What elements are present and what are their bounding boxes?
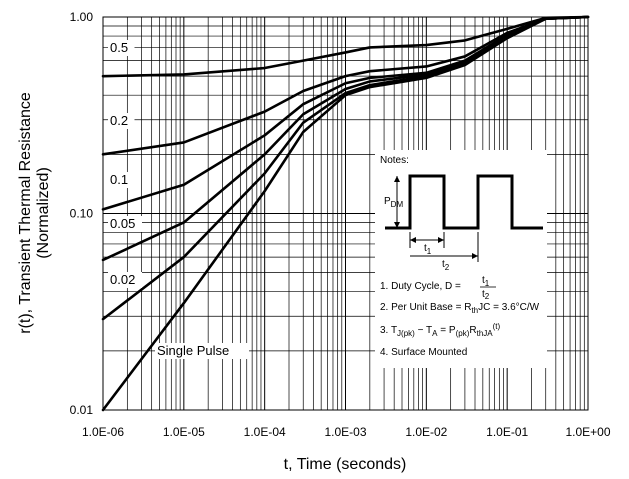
y-axis-label-units: (Normalized) (35, 167, 52, 259)
plot-frame (102, 16, 589, 411)
t1-label: t1 (424, 243, 432, 256)
series-label: 0.05 (110, 216, 135, 231)
note-per-unit-base: 2. Per Unit Base = RthJC = 3.6°C/W (380, 302, 540, 315)
series-lines (101, 15, 590, 412)
t2-label: t2 (442, 259, 450, 272)
series-label-background (108, 216, 142, 232)
x-tick-label: 1.0E-06 (82, 425, 124, 439)
series-label-background (108, 172, 135, 188)
y-tick-label: 1.00 (70, 10, 94, 24)
note-duty-denominator: t2 (482, 289, 490, 301)
notes-title: Notes: (380, 155, 409, 166)
series-label-background (108, 272, 142, 288)
y-axis-label: r(t), Transient Thermal Resistance (17, 92, 34, 334)
notes-inset: Notes: PDM t1 t2 1. Duty Cycle, D = t1 t… (375, 150, 547, 368)
pulse-waveform (385, 174, 543, 230)
x-tick-label: 1.0E-01 (486, 425, 528, 439)
note-duty-cycle: 1. Duty Cycle, D = (380, 281, 461, 292)
series-label: 0.1 (110, 172, 128, 187)
note-duty-numerator: t1 (482, 275, 490, 288)
x-tick-label: 1.0E-02 (405, 425, 447, 439)
series-label: 0.02 (110, 272, 135, 287)
series-label: 0.5 (110, 40, 128, 55)
x-tick-labels: 1.0E-06 1.0E-05 1.0E-04 1.0E-03 1.0E-02 1.0E-… (82, 425, 611, 439)
x-axis-label: t, Time (seconds) (284, 456, 407, 473)
pdm-label: PDM (384, 196, 403, 209)
series-line (101, 15, 590, 412)
t2-arrow-right (472, 253, 478, 259)
series-label-background (108, 40, 135, 56)
note-junction-temp: 3. TJ(pk) − TA = P(pk)RthJA(t) (380, 322, 500, 338)
pdm-arrow-head-top (394, 176, 400, 182)
series-label: Single Pulse (157, 343, 229, 358)
y-tick-labels: 0.01 0.10 1.00 (70, 10, 94, 417)
pdm-arrow-head-bottom (394, 222, 400, 228)
series-label-background (108, 113, 135, 129)
series-line (101, 15, 590, 78)
note-surface-mounted: 4. Surface Mounted (380, 347, 467, 358)
x-tick-label: 1.0E-05 (163, 425, 205, 439)
series-label: 0.2 (110, 113, 128, 128)
notes-background (375, 150, 547, 368)
x-tick-label: 1.0E-03 (324, 425, 366, 439)
y-tick-label: 0.01 (70, 403, 94, 417)
t1-arrow-right (438, 237, 444, 243)
x-tick-label: 1.0E-04 (244, 425, 286, 439)
series-label-background (155, 343, 249, 359)
t1-arrow-left (410, 237, 416, 243)
x-tick-label: 1.0E+00 (565, 425, 610, 439)
series-labels: 0.5 0.2 0.1 0.05 0.02 Single Pulse (108, 40, 249, 359)
y-tick-label: 0.10 (70, 207, 94, 221)
